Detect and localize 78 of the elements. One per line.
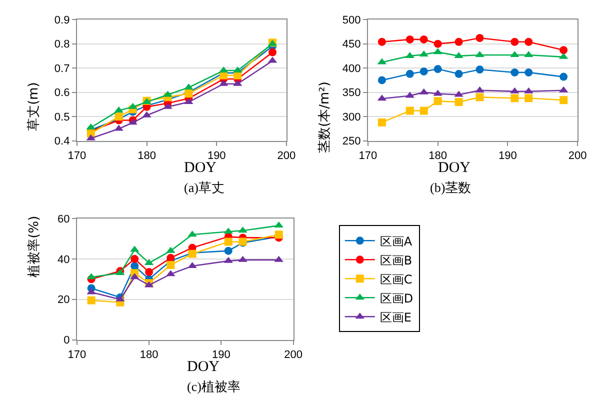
y-tick-label: 20 xyxy=(57,294,70,306)
point xyxy=(510,38,519,46)
point xyxy=(378,38,386,46)
point xyxy=(454,98,463,106)
point xyxy=(524,94,533,102)
point xyxy=(268,48,277,56)
y-tick-label: 40 xyxy=(57,254,70,266)
y-axis-title: 植被率(%) xyxy=(26,216,42,278)
y-tick-label: 0 xyxy=(64,334,70,347)
text: (b)茎数 xyxy=(430,180,472,195)
point xyxy=(130,254,139,263)
legend-label: 区画E xyxy=(380,310,412,324)
point xyxy=(166,254,175,262)
x-tick-label: 200 xyxy=(284,348,302,361)
point xyxy=(378,76,386,84)
x-tick-label: 170 xyxy=(68,150,86,162)
point xyxy=(476,93,484,102)
text: (a)草丈 xyxy=(184,180,224,195)
point xyxy=(87,296,96,304)
point xyxy=(224,238,232,246)
y-tick-label: 0.6 xyxy=(54,87,70,100)
y-tick-label: 500 xyxy=(342,14,361,26)
point xyxy=(454,70,463,78)
y-tick-label: 400 xyxy=(342,62,361,75)
x-axis-title: DOY xyxy=(187,359,220,375)
y-tick-label: 0.9 xyxy=(54,14,70,26)
y-tick-label: 300 xyxy=(342,111,361,124)
point xyxy=(378,118,386,126)
point xyxy=(145,268,154,276)
point xyxy=(434,97,442,106)
point xyxy=(476,34,484,42)
legend-label: 区画A xyxy=(380,234,413,248)
point xyxy=(420,35,428,44)
point xyxy=(114,112,123,121)
point xyxy=(510,94,519,102)
y-axis-title: 草丈(m) xyxy=(26,82,42,131)
x-tick-label: 200 xyxy=(568,150,587,162)
y-tick-label: 60 xyxy=(57,213,70,226)
point xyxy=(166,260,175,269)
point xyxy=(524,38,533,46)
legend-label: 区画B xyxy=(380,253,412,268)
point xyxy=(560,72,568,81)
point xyxy=(224,246,232,255)
point xyxy=(510,68,519,76)
point xyxy=(476,66,484,74)
y-tick-label: 250 xyxy=(342,136,361,148)
x-tick-label: 170 xyxy=(68,348,86,361)
y-tick-label: 350 xyxy=(342,87,361,100)
x-tick-label: 180 xyxy=(428,150,448,162)
y-tick-label: 0.5 xyxy=(54,111,70,124)
x-tick-label: 190 xyxy=(212,348,230,361)
x-tick-label: 170 xyxy=(358,150,378,162)
y-tick-label: 0.7 xyxy=(54,62,70,75)
y-tick-label: 0.8 xyxy=(54,38,70,51)
point xyxy=(560,46,568,54)
legend-label: 区画D xyxy=(380,291,414,306)
x-tick-label: 190 xyxy=(207,150,226,162)
x-tick-label: 190 xyxy=(498,150,517,162)
point xyxy=(434,65,442,74)
point xyxy=(406,35,414,44)
point xyxy=(406,70,414,78)
x-tick-label: 200 xyxy=(277,150,296,162)
x-tick-label: 180 xyxy=(140,348,158,361)
point xyxy=(406,106,414,115)
y-tick-label: 0.4 xyxy=(54,136,70,148)
y-tick-label: 450 xyxy=(342,38,361,51)
y-axis-title: 茎数(本/m²) xyxy=(318,82,333,153)
text: (c)植被率 xyxy=(187,379,240,394)
point xyxy=(420,67,428,76)
x-axis-title: DOY xyxy=(438,160,471,176)
point xyxy=(420,106,428,115)
x-tick-label: 180 xyxy=(138,150,156,162)
legend-label: 区画C xyxy=(380,272,412,286)
point xyxy=(454,38,463,46)
x-axis-title: DOY xyxy=(184,160,217,176)
point xyxy=(434,40,442,48)
point xyxy=(524,68,533,76)
point xyxy=(560,96,568,104)
